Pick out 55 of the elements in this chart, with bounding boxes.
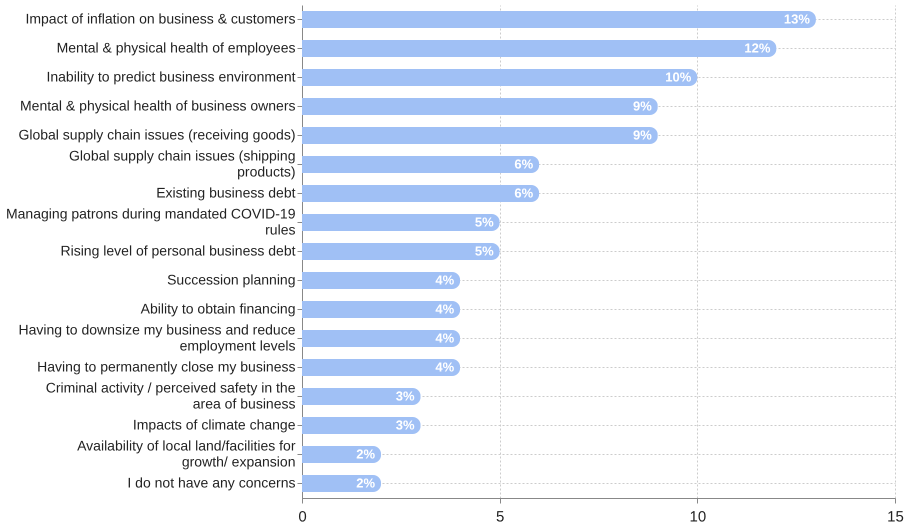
data-label: 3%	[396, 388, 416, 404]
y-tick-label: Global supply chain issues (receiving goods)	[18, 126, 296, 142]
y-tick-label: Impact of inflation on business & customers	[25, 10, 296, 26]
bar	[302, 243, 500, 260]
data-label: 4%	[435, 302, 455, 316]
bar	[302, 69, 698, 86]
bar	[302, 330, 460, 347]
data-label: 6%	[514, 186, 534, 200]
data-label: 2%	[356, 446, 376, 462]
y-tick-label: Impacts of climate change	[132, 416, 296, 432]
y-tick-label: Succession planning	[167, 272, 296, 288]
x-tick-label: 15	[887, 508, 904, 526]
y-tick-label: I do not have any concerns	[127, 474, 296, 490]
bar	[302, 388, 421, 405]
data-label: 4%	[435, 272, 455, 288]
bar	[302, 156, 540, 173]
bar	[302, 185, 540, 202]
data-label: 4%	[435, 360, 455, 374]
data-label: 9%	[633, 128, 652, 142]
data-label: 4%	[435, 330, 455, 346]
data-label: 6%	[514, 156, 534, 172]
y-tick-label: Having to downsize my business and reduce employment levels	[18, 322, 296, 354]
y-tick-label: Inability to predict business environment	[46, 68, 296, 84]
bar	[302, 214, 500, 231]
bar	[302, 359, 460, 376]
data-label: 2%	[356, 476, 376, 490]
data-label: 12%	[744, 40, 771, 56]
bar	[302, 272, 460, 289]
y-tick-label: Criminal activity / perceived safety in the area of business	[46, 380, 296, 412]
bar	[302, 475, 382, 492]
y-tick-label: Having to permanently close my business	[37, 358, 296, 374]
bar	[302, 301, 460, 318]
data-label: 3%	[396, 418, 416, 432]
data-label: 5%	[474, 214, 494, 230]
y-tick-label: Mental & physical health of business owners	[20, 98, 296, 114]
y-tick-label: Managing patrons during mandated COVID-19 rules	[6, 206, 296, 238]
x-tick-label: 0	[298, 508, 307, 526]
x-tick-label: 5	[496, 508, 504, 526]
bar	[302, 98, 658, 115]
bar	[302, 40, 776, 57]
data-label: 5%	[474, 244, 494, 258]
y-tick-label: Mental & physical health of employees	[56, 40, 296, 56]
bar	[302, 127, 658, 144]
bar	[302, 417, 421, 434]
y-tick-label: Rising level of personal business debt	[60, 242, 296, 258]
data-label: 10%	[665, 70, 692, 84]
y-tick-label: Ability to obtain financing	[140, 300, 296, 316]
y-tick-label: Global supply chain issues (shipping products)	[69, 148, 296, 180]
y-tick-label: Existing business debt	[156, 184, 296, 200]
data-label: 13%	[784, 12, 810, 26]
y-tick-label: Availability of local land/facilities for growth/ expansion	[77, 438, 296, 470]
bar	[302, 446, 382, 463]
bar	[302, 11, 816, 28]
x-tick-label: 10	[689, 508, 706, 526]
data-label: 9%	[633, 98, 652, 114]
